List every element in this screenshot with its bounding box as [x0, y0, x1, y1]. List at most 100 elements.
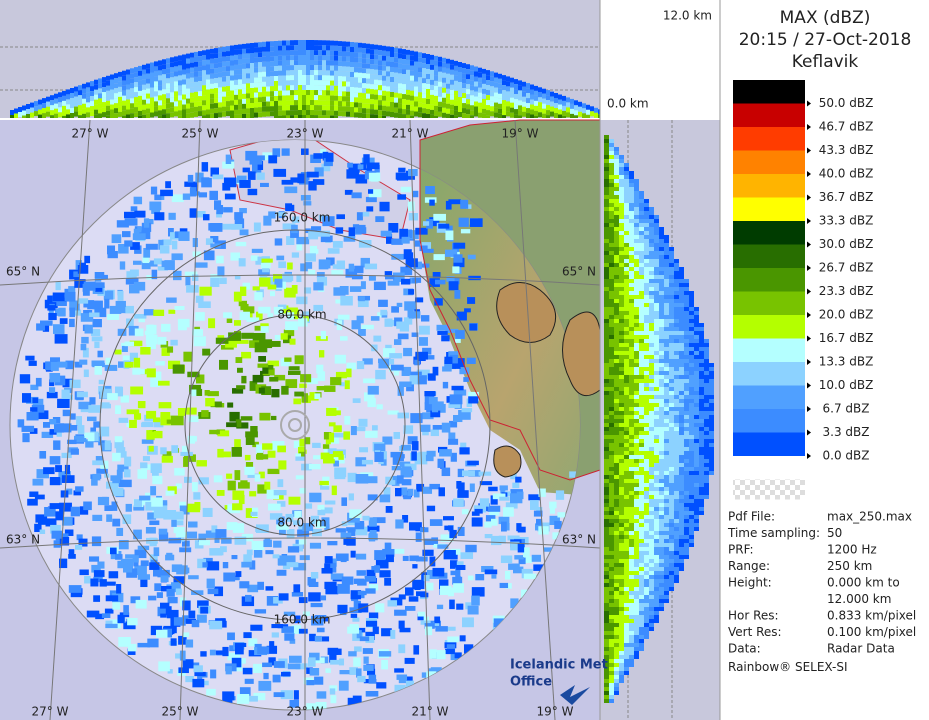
echo-cell	[127, 618, 138, 626]
echo-cell	[664, 271, 669, 275]
echo-cell	[659, 267, 664, 271]
echo-cell	[146, 98, 150, 104]
echo-cell	[614, 227, 619, 231]
echo-cell	[694, 455, 699, 459]
echo-cell	[238, 74, 242, 80]
echo-cell	[614, 159, 619, 163]
echo-cell	[241, 332, 254, 339]
echo-cell	[624, 443, 629, 447]
echo-cell	[258, 77, 262, 83]
echo-cell	[330, 648, 342, 655]
echo-cell	[679, 403, 684, 407]
echo-cell	[450, 79, 454, 85]
echo-cell	[629, 343, 634, 347]
echo-cell	[659, 483, 664, 487]
echo-cell	[502, 115, 506, 118]
echo-cell	[654, 355, 659, 359]
echo-cell	[314, 676, 324, 685]
echo-cell	[604, 151, 609, 155]
echo-cell	[310, 105, 314, 110]
echo-cell	[679, 307, 684, 311]
echo-cell	[664, 375, 669, 379]
echo-cell	[91, 360, 105, 367]
echo-cell	[624, 335, 629, 339]
echo-cell	[609, 403, 614, 407]
echo-cell	[639, 299, 644, 303]
echo-cell	[290, 80, 294, 86]
echo-cell	[110, 89, 114, 95]
echo-cell	[624, 351, 629, 355]
echo-cell	[669, 419, 674, 423]
echo-cell	[654, 283, 659, 287]
echo-cell	[422, 347, 432, 355]
echo-cell	[578, 111, 582, 117]
echo-cell	[334, 95, 338, 101]
echo-cell	[254, 609, 267, 614]
echo-cell	[334, 45, 338, 51]
echo-cell	[322, 55, 326, 61]
echo-cell	[326, 65, 330, 71]
echo-cell	[180, 451, 193, 456]
echo-cell	[302, 40, 306, 45]
echo-cell	[434, 85, 438, 91]
echo-cell	[393, 272, 405, 282]
echo-cell	[629, 271, 634, 275]
echo-cell	[694, 387, 699, 391]
echo-cell	[274, 111, 278, 116]
echo-cell	[28, 360, 37, 366]
echo-cell	[443, 516, 454, 521]
echo-cell	[437, 458, 445, 468]
echo-cell	[217, 335, 225, 340]
echo-cell	[471, 595, 480, 606]
echo-cell	[406, 79, 410, 85]
echo-cell	[27, 498, 38, 506]
echo-cell	[220, 620, 227, 628]
echo-cell	[354, 97, 358, 103]
echo-cell	[624, 303, 629, 307]
echo-cell	[298, 40, 302, 45]
echo-cell	[288, 307, 298, 316]
echo-cell	[484, 534, 493, 539]
echo-cell	[124, 211, 136, 219]
echo-cell	[426, 59, 430, 64]
echo-cell	[513, 566, 524, 574]
echo-cell	[102, 102, 106, 108]
echo-cell	[704, 363, 709, 367]
echo-cell	[694, 375, 699, 379]
echo-cell	[704, 471, 709, 475]
echo-cell	[226, 473, 233, 479]
echo-cell	[92, 473, 101, 481]
echo-cell	[321, 636, 330, 642]
echo-cell	[430, 84, 434, 90]
echo-cell	[694, 339, 699, 343]
echo-cell	[619, 235, 624, 239]
echo-cell	[614, 171, 619, 175]
echo-cell	[41, 431, 54, 438]
echo-cell	[322, 151, 329, 161]
echo-cell	[654, 491, 659, 495]
echo-cell	[629, 175, 634, 179]
echo-cell	[411, 332, 419, 337]
echo-cell	[403, 491, 412, 500]
echo-cell	[374, 74, 378, 80]
echo-cell	[634, 247, 639, 251]
echo-cell	[689, 359, 694, 363]
echo-cell	[426, 582, 434, 591]
echo-cell	[659, 383, 664, 387]
echo-cell	[262, 101, 266, 107]
echo-cell	[194, 51, 198, 57]
echo-cell	[262, 91, 266, 97]
echo-cell	[470, 115, 474, 118]
echo-cell	[507, 535, 520, 541]
echo-cell	[649, 259, 654, 263]
echo-cell	[624, 235, 629, 239]
echo-cell	[604, 215, 609, 219]
echo-cell	[185, 618, 197, 624]
echo-cell	[270, 76, 274, 82]
echo-cell	[482, 98, 486, 104]
echo-cell	[624, 427, 629, 431]
echo-cell	[562, 110, 566, 116]
echo-cell	[134, 499, 142, 507]
echo-cell	[226, 86, 230, 92]
echo-cell	[614, 335, 619, 339]
